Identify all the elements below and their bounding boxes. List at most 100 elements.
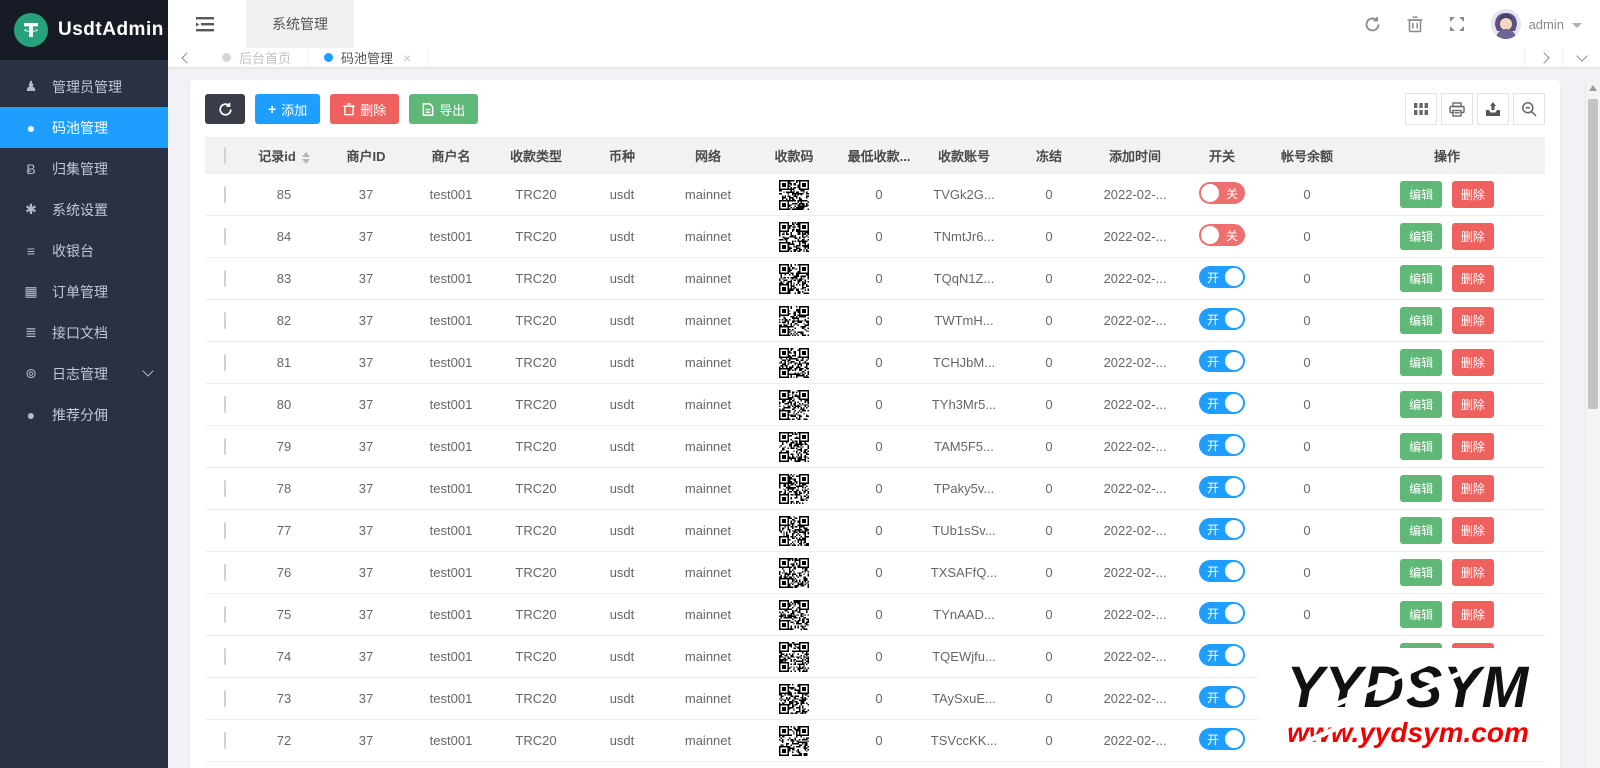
clear-cache-trash-icon[interactable] bbox=[1407, 15, 1423, 33]
tabs-operations-icon[interactable] bbox=[1562, 48, 1600, 67]
qr-code-image[interactable] bbox=[779, 221, 809, 252]
edit-button[interactable]: 编辑 bbox=[1400, 433, 1443, 460]
delete-button[interactable]: 删除 bbox=[330, 94, 400, 124]
export-button[interactable]: 导出 bbox=[409, 94, 479, 124]
refresh-table-button[interactable] bbox=[205, 94, 245, 124]
qr-code-image[interactable] bbox=[779, 179, 809, 210]
edit-button[interactable]: 编辑 bbox=[1400, 391, 1443, 418]
enable-switch[interactable]: 开 bbox=[1199, 644, 1245, 666]
column-header-0[interactable]: 记录id bbox=[245, 137, 323, 174]
row-checkbox[interactable] bbox=[224, 270, 226, 287]
row-delete-button[interactable]: 删除 bbox=[1451, 349, 1494, 376]
edit-button[interactable]: 编辑 bbox=[1400, 559, 1443, 586]
row-checkbox[interactable] bbox=[224, 438, 226, 455]
qr-code-image[interactable] bbox=[779, 347, 809, 378]
enable-switch[interactable]: 关 bbox=[1199, 224, 1245, 246]
sidebar-item-logs[interactable]: ⊚ 日志管理 bbox=[0, 353, 168, 394]
qr-code-image[interactable] bbox=[779, 431, 809, 462]
qr-code-image[interactable] bbox=[779, 725, 809, 756]
refresh-icon[interactable] bbox=[1364, 16, 1381, 33]
sidebar-item-api-docs[interactable]: ≣ 接口文档 bbox=[0, 312, 168, 353]
row-checkbox[interactable] bbox=[224, 396, 226, 413]
search-icon[interactable] bbox=[1513, 93, 1545, 125]
enable-switch[interactable]: 开 bbox=[1199, 602, 1245, 624]
row-checkbox[interactable] bbox=[224, 186, 226, 203]
enable-switch[interactable]: 开 bbox=[1199, 350, 1245, 372]
edit-button[interactable]: 编辑 bbox=[1400, 223, 1443, 250]
row-delete-button[interactable]: 删除 bbox=[1451, 517, 1494, 544]
row-checkbox[interactable] bbox=[224, 564, 226, 581]
row-delete-button[interactable]: 删除 bbox=[1451, 475, 1494, 502]
enable-switch[interactable]: 开 bbox=[1199, 308, 1245, 330]
qr-code-image[interactable] bbox=[779, 599, 809, 630]
row-checkbox[interactable] bbox=[224, 690, 226, 707]
row-delete-button[interactable]: 删除 bbox=[1451, 559, 1494, 586]
enable-switch[interactable]: 开 bbox=[1199, 728, 1245, 750]
edit-button[interactable]: 编辑 bbox=[1400, 517, 1443, 544]
edit-button[interactable]: 编辑 bbox=[1400, 349, 1443, 376]
qr-code-image[interactable] bbox=[779, 557, 809, 588]
row-checkbox[interactable] bbox=[224, 732, 226, 749]
user-menu[interactable]: admin bbox=[1490, 9, 1582, 39]
sidebar-item-code-pool[interactable]: ● 码池管理 bbox=[0, 107, 168, 148]
row-checkbox[interactable] bbox=[224, 312, 226, 329]
sidebar-item-system-settings[interactable]: ✱ 系统设置 bbox=[0, 189, 168, 230]
scrollbar-up-icon[interactable] bbox=[1589, 85, 1597, 91]
row-delete-button[interactable]: 删除 bbox=[1451, 223, 1494, 250]
tab-home[interactable]: 后台首页 bbox=[206, 48, 309, 67]
enable-switch[interactable]: 开 bbox=[1199, 560, 1245, 582]
sidebar-item-cashier[interactable]: ≡ 收银台 bbox=[0, 230, 168, 271]
row-checkbox[interactable] bbox=[224, 606, 226, 623]
tab-code-pool[interactable]: 码池管理 × bbox=[308, 48, 429, 67]
sort-icon[interactable] bbox=[301, 151, 310, 164]
row-checkbox[interactable] bbox=[224, 354, 226, 371]
collapse-sidebar-icon[interactable] bbox=[196, 16, 214, 32]
row-delete-button[interactable]: 删除 bbox=[1451, 181, 1494, 208]
edit-button[interactable]: 编辑 bbox=[1400, 601, 1443, 628]
qr-code-image[interactable] bbox=[779, 683, 809, 714]
qr-code-image[interactable] bbox=[779, 641, 809, 672]
enable-switch[interactable]: 开 bbox=[1199, 266, 1245, 288]
select-all-checkbox[interactable] bbox=[224, 147, 226, 164]
edit-button[interactable]: 编辑 bbox=[1400, 265, 1443, 292]
row-checkbox[interactable] bbox=[224, 522, 226, 539]
enable-switch[interactable]: 开 bbox=[1199, 518, 1245, 540]
row-delete-button[interactable]: 删除 bbox=[1451, 265, 1494, 292]
sidebar-item-referral[interactable]: ● 推荐分佣 bbox=[0, 394, 168, 435]
row-delete-button[interactable]: 删除 bbox=[1451, 391, 1494, 418]
close-tab-icon[interactable]: × bbox=[403, 49, 412, 66]
enable-switch[interactable]: 开 bbox=[1199, 434, 1245, 456]
qr-code-image[interactable] bbox=[779, 473, 809, 504]
qr-code-image[interactable] bbox=[779, 263, 809, 294]
row-checkbox[interactable] bbox=[224, 648, 226, 665]
row-delete-button[interactable]: 删除 bbox=[1451, 601, 1494, 628]
tabs-scroll-left-icon[interactable] bbox=[168, 48, 206, 67]
edit-button[interactable]: 编辑 bbox=[1400, 475, 1443, 502]
edit-button[interactable]: 编辑 bbox=[1400, 181, 1443, 208]
toggle-columns-icon[interactable] bbox=[1405, 93, 1437, 125]
row-checkbox[interactable] bbox=[224, 228, 226, 245]
sidebar-item-collection[interactable]: Ƀ 归集管理 bbox=[0, 148, 168, 189]
enable-switch[interactable]: 开 bbox=[1199, 686, 1245, 708]
qr-code-image[interactable] bbox=[779, 305, 809, 336]
row-checkbox[interactable] bbox=[224, 480, 226, 497]
row-delete-button[interactable]: 删除 bbox=[1451, 307, 1494, 334]
print-icon[interactable] bbox=[1441, 93, 1473, 125]
enable-switch[interactable]: 关 bbox=[1199, 182, 1245, 204]
sidebar-item-admin-manage[interactable]: ♟ 管理员管理 bbox=[0, 66, 168, 107]
enable-switch[interactable]: 开 bbox=[1199, 476, 1245, 498]
enable-switch[interactable]: 开 bbox=[1199, 392, 1245, 414]
scrollbar-thumb[interactable] bbox=[1588, 99, 1598, 409]
tabs-scroll-right-icon[interactable] bbox=[1524, 48, 1562, 67]
page-scrollbar[interactable] bbox=[1585, 81, 1600, 768]
qr-code-image[interactable] bbox=[779, 389, 809, 420]
sidebar-item-orders[interactable]: ▦ 订单管理 bbox=[0, 271, 168, 312]
fullscreen-icon[interactable] bbox=[1449, 16, 1465, 32]
topbar-tab-system-manage[interactable]: 系统管理 bbox=[246, 0, 354, 48]
app-logo[interactable]: UsdtAdmin bbox=[0, 0, 168, 60]
row-delete-button[interactable]: 删除 bbox=[1451, 433, 1494, 460]
add-button[interactable]: + 添加 bbox=[255, 94, 321, 124]
qr-code-image[interactable] bbox=[779, 515, 809, 546]
edit-button[interactable]: 编辑 bbox=[1400, 307, 1443, 334]
download-export-icon[interactable] bbox=[1477, 93, 1509, 125]
